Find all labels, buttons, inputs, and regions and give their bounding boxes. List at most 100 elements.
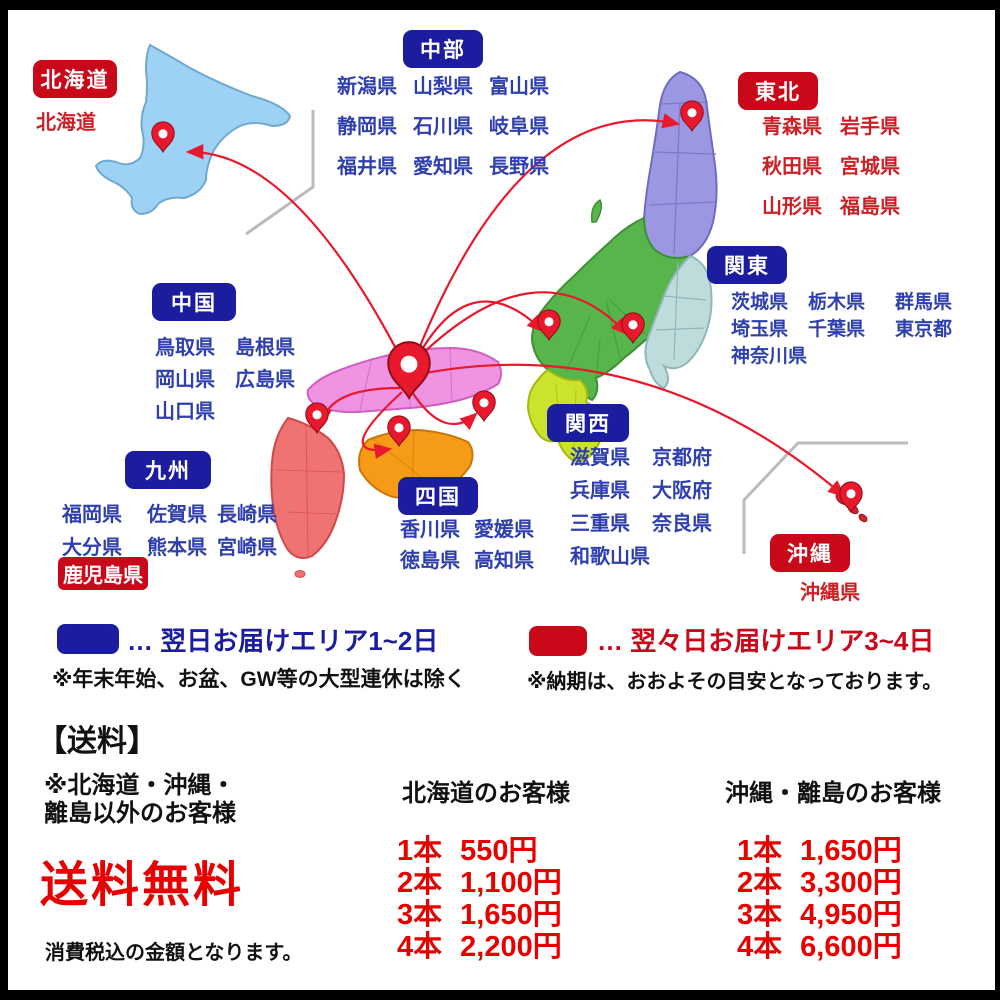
map-pin-shikoku-icon: [387, 415, 411, 447]
map-region-chugoku: [306, 346, 502, 414]
free-shipping-note-line1: ※北海道・沖縄・: [44, 772, 236, 799]
map-region-chubu: [530, 216, 693, 402]
prefecture-list-chubu: 新潟県 山梨県 富山県 静岡県 石川県 岐阜県 福井県 愛知県 長野県: [337, 70, 549, 190]
prefecture-label: 佐賀県: [147, 504, 207, 526]
price-qty: 3本: [737, 899, 783, 931]
prefecture-label: 神奈川県: [731, 346, 808, 367]
kyushu-prefecture-borders: [275, 423, 343, 557]
prefecture-label: 栃木県: [808, 292, 866, 313]
prefecture-label: 岩手県: [840, 116, 900, 138]
region-label-okinawa: 沖縄: [770, 534, 850, 572]
route-to-kanto: [417, 291, 629, 359]
map-region-kanto: [644, 254, 713, 390]
tohoku-prefecture-borders: [648, 101, 717, 255]
prefecture-label: 埼玉県: [731, 319, 789, 340]
okinawa-price-table: 1本 1,650円 2本 3,300円 3本 4,950円 4本 6,600円: [737, 827, 902, 963]
route-to-chubu: [415, 300, 545, 361]
free-shipping-price: 送料無料: [40, 859, 245, 912]
prefecture-list-kanto: 茨城県 栃木県 群馬県 埼玉県 千葉県 東京都 神奈川県: [731, 287, 952, 368]
prefecture-label: 愛知県: [413, 156, 473, 178]
prefecture-label: 岡山県: [155, 369, 215, 391]
prefecture-label: 長野県: [489, 156, 549, 178]
map-region-okinawa: [835, 493, 868, 523]
prefecture-label: 長崎県: [217, 504, 277, 526]
prefecture-label: 茨城県: [731, 292, 789, 313]
prefecture-label: 大分県: [62, 537, 122, 559]
letterbox-top: [0, 0, 1000, 10]
price-value: 1,650円: [460, 899, 562, 931]
prefecture-label: 福島県: [840, 196, 900, 218]
price-value: 2,200円: [460, 931, 562, 963]
prefecture-label: 鳥取県: [155, 337, 215, 359]
prefecture-label: 高知県: [474, 550, 534, 572]
prefecture-label: 大阪府: [652, 480, 712, 502]
prefecture-label: 新潟県: [337, 76, 397, 98]
map-pin-hokkaido-icon: [151, 121, 175, 153]
prefecture-label: 沖縄県: [800, 582, 860, 604]
prefecture-label: 石川県: [413, 116, 473, 138]
map-pin-okinawa-icon: [839, 481, 863, 513]
prefecture-label: 福岡県: [62, 504, 122, 526]
prefecture-label: 愛媛県: [474, 519, 534, 541]
price-value: 3,300円: [800, 867, 902, 899]
price-row: 2本 3,300円: [737, 859, 902, 899]
okinawa-column-heading: 沖縄・離島のお客様: [725, 780, 941, 807]
prefecture-label: 千葉県: [808, 319, 866, 340]
price-value: 1,650円: [800, 835, 902, 867]
map-pin-chubu-icon: [537, 309, 561, 341]
prefecture-label-kagoshima-highlighted: 鹿児島県: [58, 557, 148, 590]
price-qty: 3本: [397, 899, 443, 931]
price-value: 4,950円: [800, 899, 902, 931]
prefecture-label: 福井県: [337, 156, 397, 178]
prefecture-list-kansai: 滋賀県 京都府 兵庫県 大阪府 三重県 奈良県 和歌山県: [570, 441, 712, 573]
price-row: 4本 2,200円: [397, 923, 562, 963]
prefecture-label: 静岡県: [337, 116, 397, 138]
region-label-shikoku: 四国: [398, 477, 478, 515]
prefecture-label: 京都府: [652, 447, 712, 469]
prefecture-list-chugoku: 鳥取県 島根県 岡山県 広島県 山口県: [155, 331, 295, 427]
free-shipping-note: ※北海道・沖縄・ 離島以外のお客様: [44, 772, 236, 828]
prefecture-label: 群馬県: [895, 292, 953, 313]
prefecture-label: 滋賀県: [570, 447, 630, 469]
prefecture-list-kyushu: 福岡県 佐賀県 長崎県 大分県 熊本県 宮崎県: [62, 498, 277, 564]
legend-label-next-day: … 翌日お届けエリア1~2日: [127, 626, 439, 656]
legend-note-next-day: ※年末年始、お盆、GW等の大型連休は除く: [52, 668, 466, 691]
map-region-hokkaido: [94, 43, 292, 216]
price-row: 2本 1,100円: [397, 859, 562, 899]
kanto-prefecture-borders: [655, 261, 707, 361]
prefecture-label: 宮城県: [840, 156, 900, 178]
sado-island: [590, 198, 603, 223]
legend-swatch-next-day: [57, 624, 119, 654]
price-row: 4本 6,600円: [737, 923, 902, 963]
region-label-kyushu: 九州: [125, 451, 211, 489]
prefecture-label: 熊本県: [147, 537, 207, 559]
letterbox-left: [0, 0, 8, 1000]
letterbox-bottom: [0, 990, 1000, 1000]
route-to-shikoku: [361, 391, 403, 459]
price-value: 1,100円: [460, 867, 562, 899]
prefecture-list-tohoku: 青森県 岩手県 秋田県 宮城県 山形県 福島県: [762, 110, 900, 230]
legend-label-two-day: … 翌々日お届けエリア3~4日: [597, 626, 935, 656]
free-shipping-note-line2: 離島以外のお客様: [44, 800, 236, 827]
price-row: 1本 1,650円: [737, 827, 902, 867]
price-row: 1本 550円: [397, 827, 562, 867]
prefecture-label: 広島県: [235, 369, 295, 391]
map-pin-kyushu-icon: [305, 402, 329, 434]
region-label-hokkaido: 北海道: [33, 60, 117, 98]
price-qty: 4本: [397, 931, 443, 963]
region-label-kanto: 関東: [707, 246, 787, 284]
prefecture-label: 北海道: [36, 112, 96, 134]
chubu-prefecture-borders: [565, 299, 649, 379]
price-qty: 1本: [737, 835, 783, 867]
map-pin-kansai-icon: [472, 390, 496, 422]
price-value: 6,600円: [800, 931, 902, 963]
prefecture-label: 山梨県: [413, 76, 473, 98]
prefecture-label: 宮崎県: [217, 537, 277, 559]
region-label-kansai: 関西: [547, 404, 629, 442]
legend-swatch-two-day: [529, 626, 587, 656]
shipping-heading: 【送料】: [37, 725, 157, 758]
price-qty: 1本: [397, 835, 443, 867]
route-to-kyushu: [316, 386, 401, 427]
prefecture-label: 香川県: [400, 519, 460, 541]
